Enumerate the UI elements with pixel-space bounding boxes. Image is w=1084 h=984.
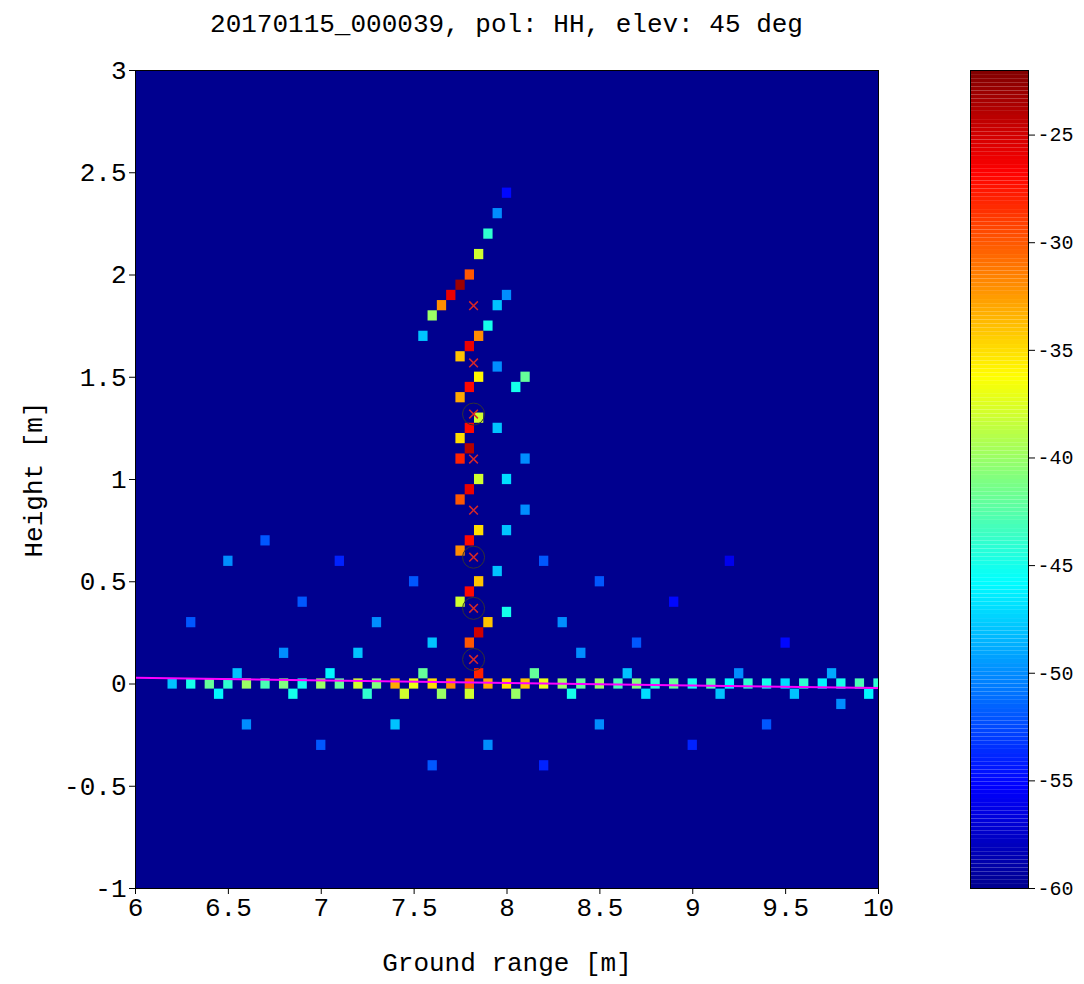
svg-text:9: 9 (685, 894, 701, 924)
svg-text:Ground range [m]: Ground range [m] (382, 949, 632, 979)
svg-text:-35: -35 (1038, 340, 1074, 363)
svg-text:1.5: 1.5 (80, 364, 127, 394)
svg-text:Height [m]: Height [m] (20, 401, 50, 557)
svg-text:-0.5: -0.5 (64, 773, 126, 803)
svg-text:8.5: 8.5 (576, 894, 623, 924)
svg-text:3: 3 (111, 57, 127, 87)
svg-text:-55: -55 (1038, 770, 1074, 793)
svg-text:1: 1 (111, 466, 127, 496)
svg-text:-50: -50 (1038, 663, 1074, 686)
svg-text:2.5: 2.5 (80, 159, 127, 189)
svg-text:6.5: 6.5 (205, 894, 252, 924)
svg-text:0: 0 (111, 670, 127, 700)
svg-text:2: 2 (111, 261, 127, 291)
svg-text:-25: -25 (1038, 124, 1074, 147)
svg-text:7.5: 7.5 (391, 894, 438, 924)
svg-text:-45: -45 (1038, 555, 1074, 578)
svg-text:-40: -40 (1038, 447, 1074, 470)
svg-text:8: 8 (499, 894, 515, 924)
svg-text:9.5: 9.5 (762, 894, 809, 924)
svg-text:6: 6 (128, 894, 144, 924)
svg-text:-1: -1 (95, 875, 126, 905)
svg-text:7: 7 (313, 894, 329, 924)
svg-text:10: 10 (863, 894, 894, 924)
svg-text:-60: -60 (1038, 878, 1074, 901)
html-text:20170115_000039, pol: HH, elev: 20170115_000039, pol: HH, elev: 45 deg (210, 10, 803, 40)
svg-text:0.5: 0.5 (80, 568, 127, 598)
svg-text:-30: -30 (1038, 232, 1074, 255)
